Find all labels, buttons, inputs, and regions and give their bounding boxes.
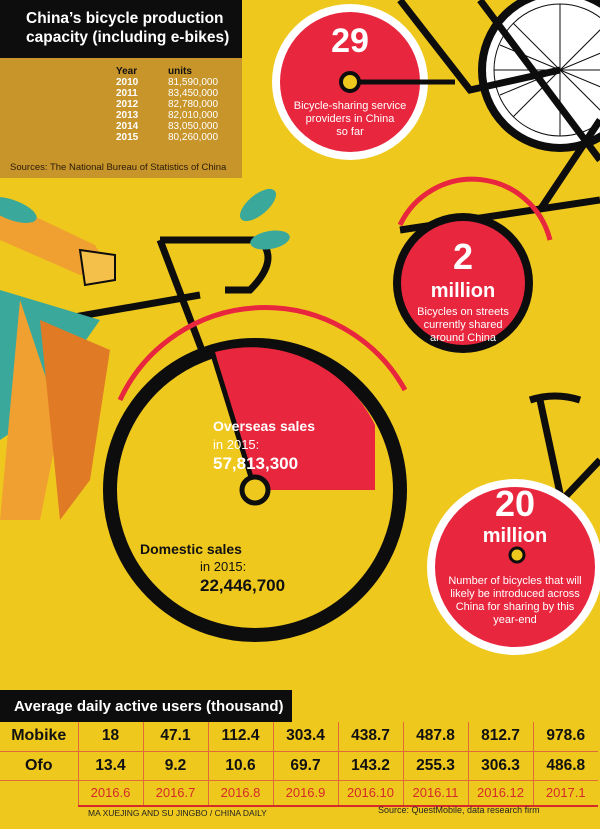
production-title: China’s bicycle production capacity (inc… — [0, 0, 242, 58]
sales-pie-chart — [103, 305, 408, 642]
production-source: Sources: The National Bureau of Statisti… — [10, 162, 227, 173]
plant-decoration — [0, 188, 290, 520]
credit-line: MA XUEJING AND SU JINGBO / CHINA DAILY — [88, 808, 267, 818]
year-header: Year — [116, 66, 138, 77]
production-row: 2013 82,010,000 — [116, 110, 219, 121]
production-row: 2010 81,590,000 — [116, 77, 219, 88]
users-table-title: Average daily active users (thousand) — [0, 690, 292, 722]
overseas-value: 57,813,300 — [213, 454, 299, 473]
units-header: units — [168, 66, 192, 77]
shared-circle — [393, 176, 553, 353]
production-table: Year units 2010 81,590,000 2011 83,450,000 … — [0, 58, 242, 178]
source-line: Source: QuestMobile, data research firm — [378, 805, 540, 815]
pie-slice-overseas — [215, 347, 375, 490]
overseas-label: Overseas sales — [213, 418, 315, 434]
shared-caption: Bicycles on streets currently shared aroun… — [417, 306, 509, 344]
production-row: 2014 83,050,000 — [116, 121, 219, 132]
title-line: capacity (including e-bikes) — [26, 29, 230, 46]
providers-circle — [272, 4, 455, 160]
domestic-value: 22,446,700 — [200, 576, 286, 595]
production-row: 2015 80,260,000 — [116, 132, 219, 143]
table-row-ofo: Ofo 13.4 9.2 10.6 69.7 143.2 255.3 306.3 486.8 — [0, 751, 598, 781]
production-row: 2011 83,450,000 — [116, 88, 219, 99]
future-unit: million — [482, 525, 548, 547]
future-circle — [427, 479, 600, 655]
providers-caption: Bicycle-sharing service providers in Chin… — [293, 100, 407, 138]
domestic-label: Domestic sales — [140, 541, 242, 557]
production-row: 2012 82,780,000 — [116, 99, 219, 110]
future-number: 20 — [494, 483, 536, 524]
overseas-sublabel: in 2015: — [213, 437, 260, 452]
domestic-sublabel: in 2015: — [200, 559, 247, 574]
shared-unit: million — [430, 280, 496, 302]
table-row-dates: 2016.6 2016.7 2016.8 2016.9 2016.10 2016.11 20… — [0, 780, 598, 807]
title-line: China’s bicycle production — [26, 10, 224, 27]
users-table: Mobike 18 47.1 112.4 303.4 438.7 487.8 812.7 97… — [0, 722, 598, 807]
shared-number: 2 — [452, 236, 474, 277]
future-caption: Number of bicycles that will likely be in… — [448, 575, 582, 626]
table-row-mobike: Mobike 18 47.1 112.4 303.4 438.7 487.8 812.7 97… — [0, 722, 598, 752]
providers-number: 29 — [331, 22, 369, 60]
